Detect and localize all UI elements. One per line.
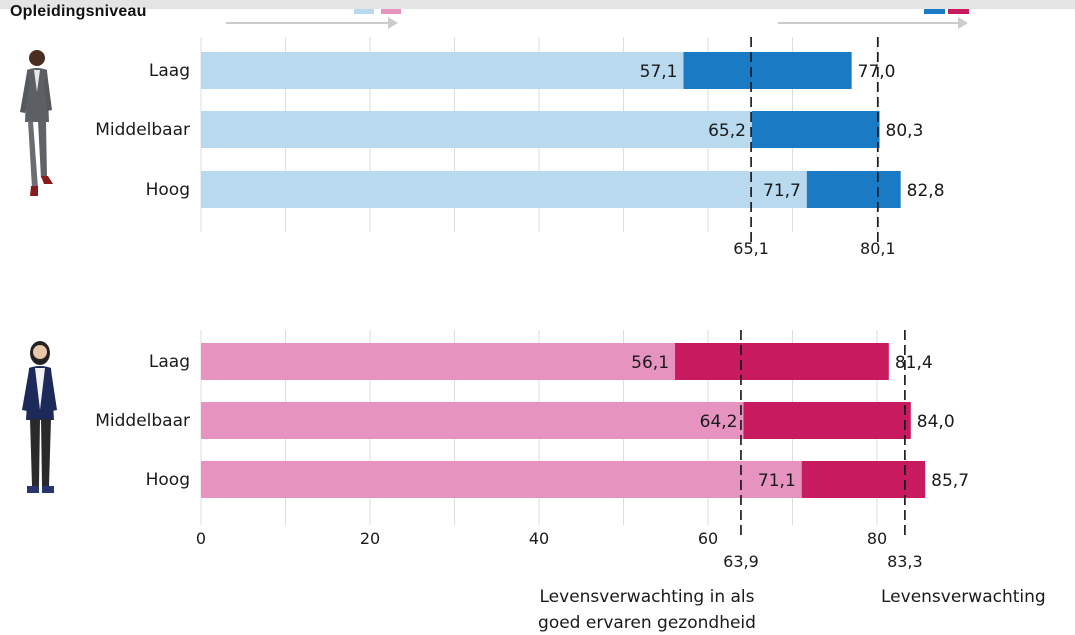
legend-swatch-woman-healthy — [381, 9, 401, 14]
woman-figure-icon — [22, 341, 57, 493]
value-label-healthy-man-2: 71,7 — [763, 181, 801, 201]
value-label-total-woman-1: 84,0 — [917, 412, 955, 432]
legend-arrow-left — [226, 17, 398, 29]
bar-healthy-man-1 — [201, 111, 752, 148]
value-label-healthy-woman-0: 56,1 — [631, 353, 669, 373]
x-tick-label-1: 20 — [360, 529, 380, 548]
reference-label-man-0: 65,1 — [733, 239, 769, 258]
annotation-healthy-line1: Levensverwachting in als — [540, 587, 755, 607]
legend-swatch-man-total — [924, 9, 945, 14]
bar-healthy-woman-2 — [201, 461, 802, 498]
category-label-woman-1: Middelbaar — [95, 411, 190, 431]
value-label-total-woman-2: 85,7 — [931, 471, 969, 491]
reference-label-man-1: 80,1 — [860, 239, 896, 258]
legend-arrow-right — [778, 17, 968, 29]
bars — [201, 52, 926, 498]
legend-swatch-woman-total — [948, 9, 969, 14]
value-label-total-man-2: 82,8 — [907, 181, 945, 201]
bar-healthy-woman-1 — [201, 402, 744, 439]
x-tick-label-3: 60 — [698, 529, 718, 548]
top-band — [0, 0, 1075, 9]
value-label-total-man-1: 80,3 — [886, 121, 924, 141]
bar-healthy-man-2 — [201, 171, 807, 208]
man-figure-icon — [20, 50, 53, 196]
value-label-healthy-woman-1: 64,2 — [700, 412, 738, 432]
chart-heading: Opleidingsniveau — [10, 3, 147, 20]
value-label-healthy-man-0: 57,1 — [640, 62, 678, 82]
category-label-man-0: Laag — [149, 61, 190, 81]
category-label-woman-2: Hoog — [146, 470, 190, 490]
reference-label-woman-1: 83,3 — [887, 552, 923, 571]
reference-lines — [740, 37, 906, 537]
bar-healthy-woman-0 — [201, 343, 676, 380]
x-tick-label-0: 0 — [196, 529, 206, 548]
grid — [200, 37, 878, 525]
x-tick-label-4: 80 — [867, 529, 887, 548]
labels: Laag 57,1 77,0 Middelbaar 65,2 80,3 Hoog 71,7 82… — [95, 61, 969, 571]
category-label-man-2: Hoog — [146, 180, 190, 200]
reference-label-woman-0: 63,9 — [723, 552, 759, 571]
annotation-total: Levensverwachting — [881, 587, 1046, 607]
value-label-total-woman-0: 81,4 — [895, 353, 933, 373]
x-tick-label-2: 40 — [529, 529, 549, 548]
value-label-healthy-woman-2: 71,1 — [758, 471, 796, 491]
legend-swatch-man-healthy — [354, 9, 374, 14]
value-label-healthy-man-1: 65,2 — [708, 121, 746, 141]
value-label-total-man-0: 77,0 — [858, 62, 896, 82]
category-label-woman-0: Laag — [149, 352, 190, 372]
category-label-man-1: Middelbaar — [95, 120, 190, 140]
annotation-healthy-line2: goed ervaren gezondheid — [538, 613, 756, 633]
bar-healthy-man-0 — [201, 52, 684, 89]
